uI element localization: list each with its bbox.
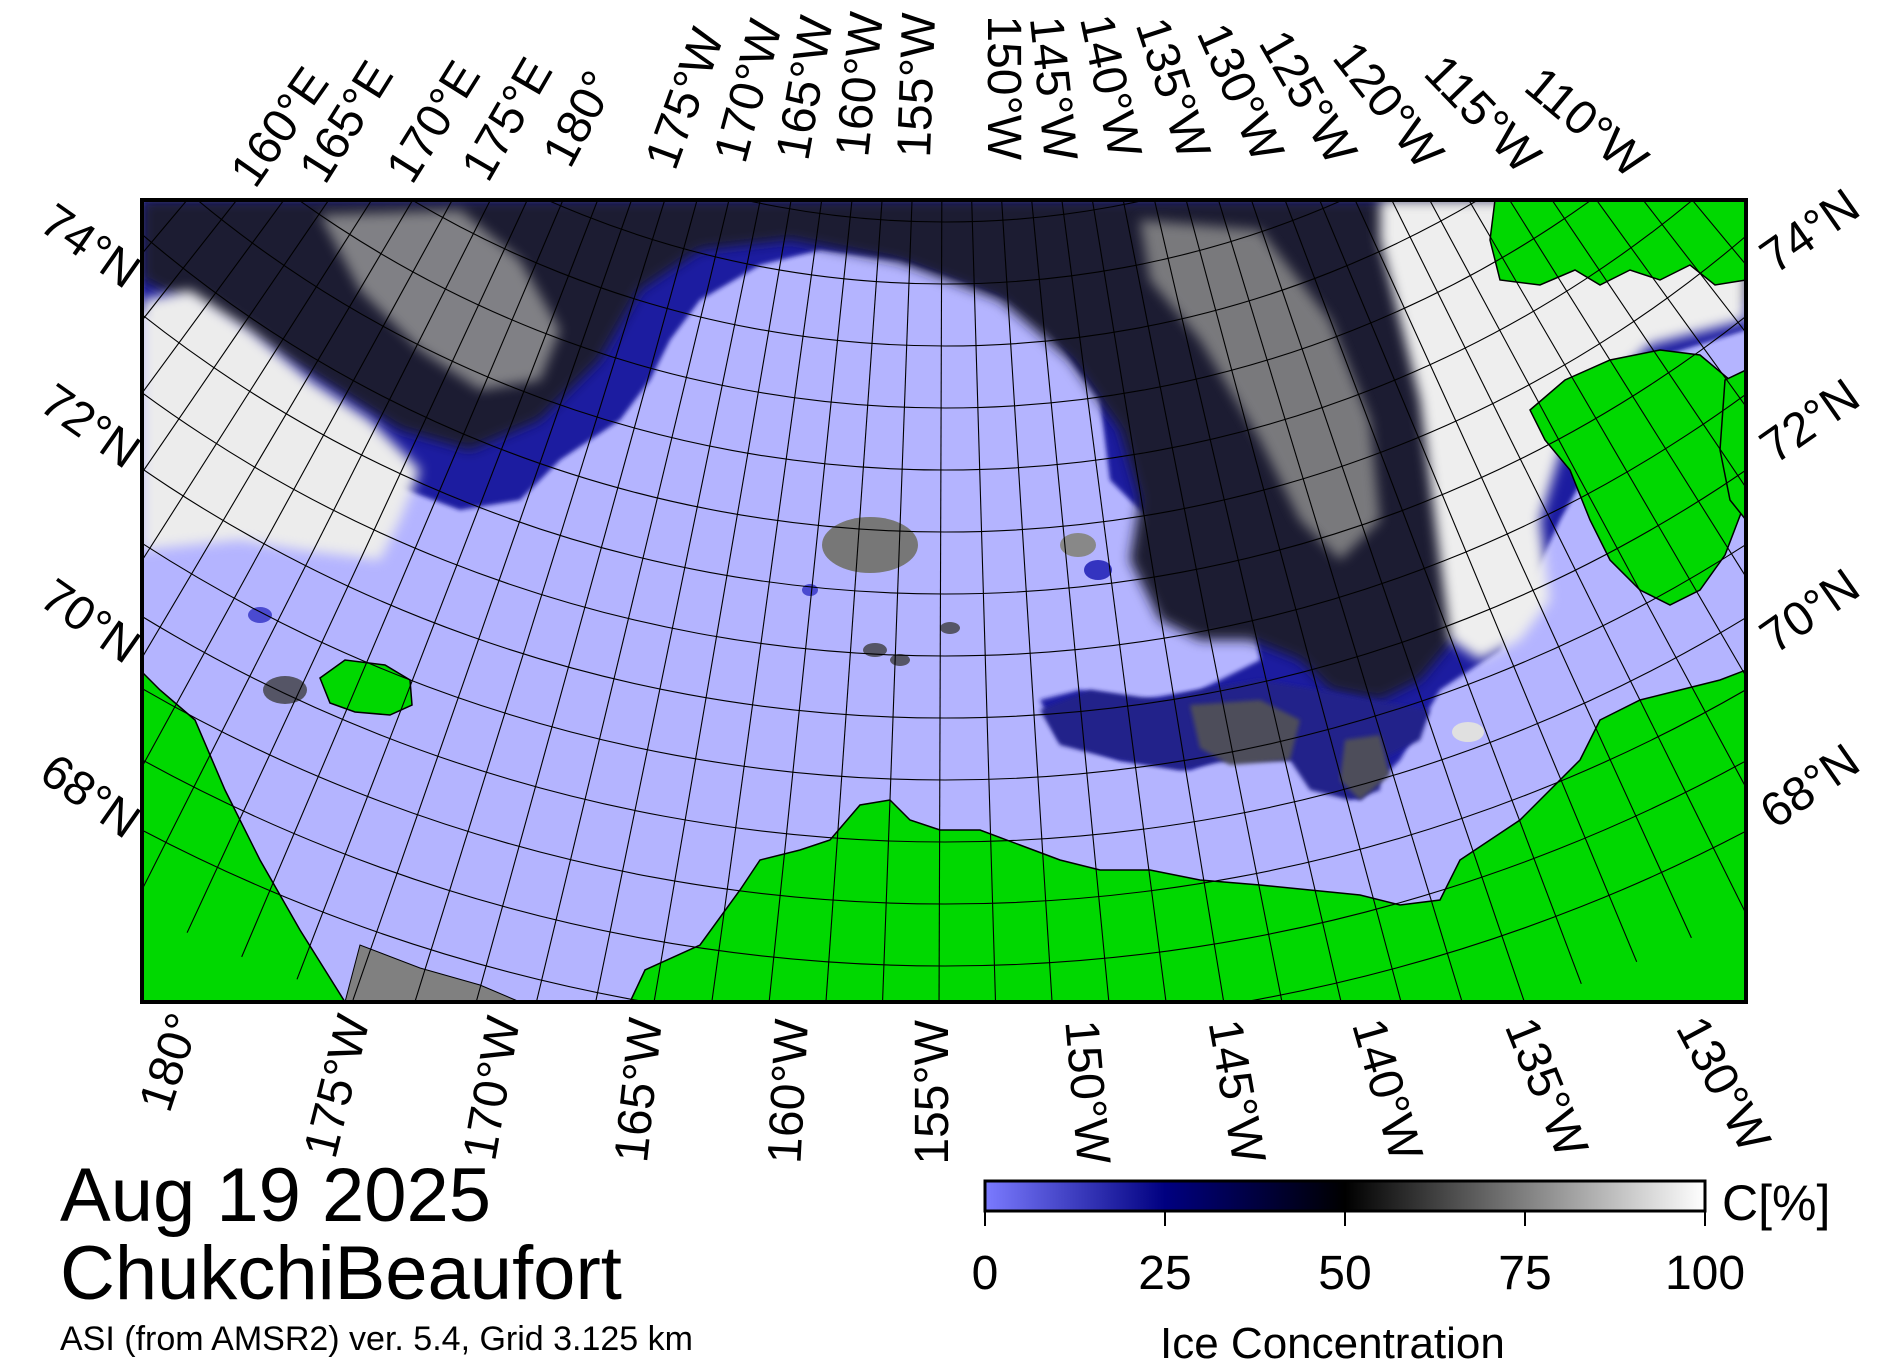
left-latitude-label: 70°N [31,569,149,674]
right-latitude-labels: 74°N 72°N 70°N 68°N [1751,179,1869,839]
bottom-longitude-label: 140°W [1341,1013,1432,1167]
top-longitude-label: 155°W [888,11,946,158]
bottom-longitude-label: 175°W [294,1009,381,1163]
bottom-longitude-label: 145°W [1198,1016,1275,1168]
no-data-area [344,944,521,1002]
graticule [142,200,1746,1002]
bottom-longitude-label: 165°W [605,1015,673,1165]
ice-grey-streak [1140,220,1380,560]
floe-patch [1060,533,1096,557]
wrangel-island [319,659,413,716]
bottom-longitude-label: 160°W [758,1017,819,1165]
colorbar-ticks [984,1211,1706,1226]
southern-ice-core [1340,735,1390,800]
colorbar-tick-label: 0 [971,1247,999,1300]
bottom-longitude-label: 180° [129,1007,210,1118]
top-longitude-label: 110°W [1515,57,1658,189]
colorbar-unit: C[%] [1722,1175,1831,1231]
floe-patch [1084,560,1112,580]
colorbar [983,1179,1707,1213]
floe-patch [248,607,272,623]
left-latitude-label: 72°N [31,374,149,479]
colorbar-tick-label: 75 [1498,1247,1552,1300]
right-latitude-label: 74°N [1751,179,1869,284]
date-title: Aug 19 2025 [60,1153,492,1238]
southern-ice-core [1190,700,1300,765]
alaska-north-slope [629,669,1746,1002]
left-latitude-label: 68°N [31,744,149,849]
floe-patch [940,622,960,634]
floe-patch [1452,722,1484,742]
left-latitude-label: 74°N [31,194,149,299]
floe-patch [822,517,918,573]
colorbar-label: Ice Concentration [1160,1319,1505,1368]
banks-island [1529,349,1746,606]
map-frame [140,198,1748,1004]
sea-ice-pack [142,200,1746,800]
top-longitude-label: 150°W [977,15,1030,160]
left-latitude-labels: 74°N 72°N 70°N 68°N [31,194,149,849]
colorbar-tick-label: 25 [1138,1247,1192,1300]
colorbar-tick-label: 100 [1664,1247,1746,1300]
right-latitude-label: 70°N [1751,559,1869,664]
arctic-islands-northeast [1489,200,1746,286]
ice-high-concentration-west [142,290,420,560]
bottom-longitude-label: 170°W [454,1012,531,1164]
floe-patch [263,676,307,704]
top-longitude-label: 115°W [1414,45,1551,184]
bottom-longitude-label: 155°W [906,1019,959,1164]
bottom-longitude-label: 135°W [1494,1011,1598,1166]
colorbar-tick-label: 50 [1318,1247,1372,1300]
bottom-longitude-label: 150°W [1054,1018,1119,1167]
region-title: ChukchiBeaufort [60,1231,622,1316]
bottom-longitude-label: 130°W [1665,1008,1780,1161]
right-latitude-label: 68°N [1751,734,1869,839]
product-subtitle: ASI (from AMSR2) ver. 5.4, Grid 3.125 km [60,1320,693,1358]
right-latitude-label: 72°N [1751,369,1869,474]
bottom-longitude-labels: 180° 175°W 170°W 165°W 160°W 155°W 150°W 145°W 1… [129,1007,1780,1168]
